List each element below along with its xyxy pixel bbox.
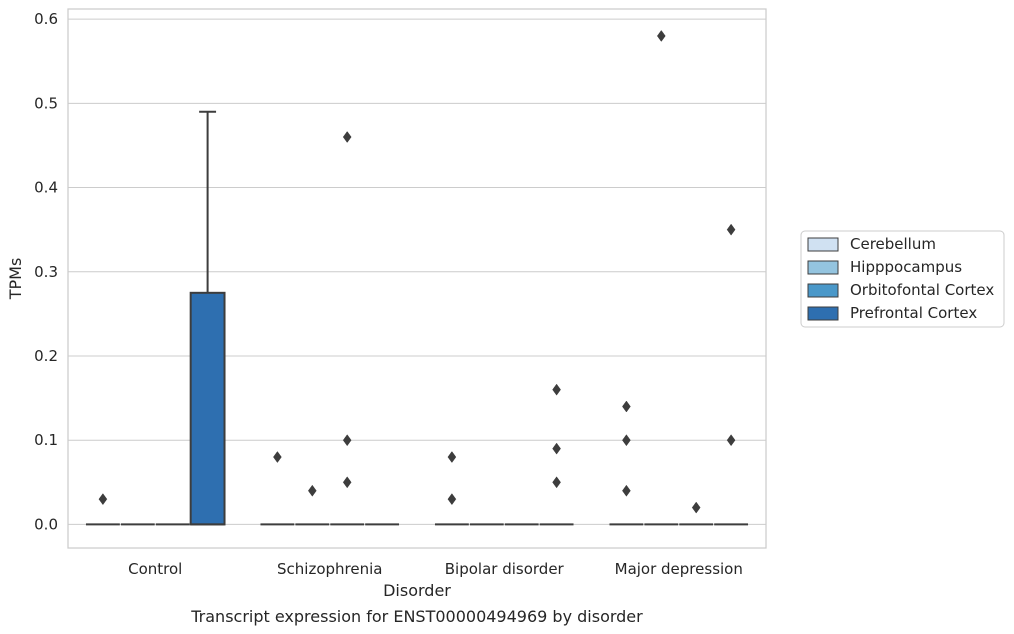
y-tick-label: 0.3 (34, 263, 58, 281)
outlier-point (342, 476, 352, 489)
legend-label: Cerebellum (850, 235, 936, 253)
legend-label: Hipppocampus (850, 258, 962, 276)
legend-label: Prefrontal Cortex (850, 304, 977, 322)
outlier-point (552, 476, 561, 489)
legend-frame (800, 230, 1005, 328)
x-tick-label: Bipolar disorder (445, 560, 565, 578)
y-tick-label: 0.1 (34, 431, 58, 449)
outlier-point (622, 400, 631, 413)
legend-item: Cerebellum (807, 235, 936, 253)
chart-caption: Transcript expression for ENST0000049496… (190, 607, 643, 626)
gridlines (68, 18, 766, 525)
box-body (189, 291, 226, 526)
legend-label: Orbitofontal Cortex (850, 281, 994, 299)
y-tick-label: 0.4 (34, 179, 58, 197)
outlier-point (273, 451, 282, 463)
legend-swatch (807, 283, 839, 298)
outlier-point (447, 451, 457, 463)
box-group (85, 110, 749, 526)
y-tick-label: 0.0 (34, 515, 58, 533)
outlier-point (342, 131, 352, 143)
legend-swatch (807, 260, 839, 275)
outlier-point (656, 30, 666, 42)
y-tick-label: 0.2 (34, 347, 58, 365)
outlier-point (726, 223, 736, 236)
outlier-point (622, 484, 631, 497)
y-axis-label: TPMs (6, 258, 25, 301)
x-axis-label: Disorder (383, 581, 451, 600)
outlier-point (447, 493, 457, 506)
box-prefrontal-cortex (189, 110, 226, 526)
outlier-point (691, 501, 701, 514)
outlier-point (552, 442, 561, 455)
y-axis-ticks: 0.0 0.1 0.2 0.3 0.4 0.5 0.6 (34, 10, 58, 533)
y-tick-label: 0.5 (34, 94, 58, 112)
y-tick-label: 0.6 (34, 10, 58, 28)
legend-item: Hipppocampus (807, 258, 962, 276)
legend-item: Prefrontal Cortex (807, 304, 977, 322)
outlier-point (726, 434, 736, 447)
outlier-point (622, 434, 631, 447)
outlier-point (98, 493, 108, 506)
outlier-point (342, 434, 352, 447)
outlier-point (307, 484, 317, 497)
outlier-point (552, 383, 561, 396)
plot-frame (67, 8, 767, 549)
legend-item: Orbitofontal Cortex (807, 281, 994, 299)
x-tick-label: Control (128, 560, 182, 578)
legend-swatch (807, 237, 839, 252)
x-axis-ticks: Control Schizophrenia Bipolar disorder Majo… (128, 560, 743, 578)
legend: Cerebellum Hipppocampus Orbitofontal Corte… (800, 230, 1005, 328)
legend-swatch (807, 306, 839, 321)
x-tick-label: Schizophrenia (277, 560, 382, 578)
outlier-group (98, 30, 736, 514)
x-tick-label: Major depression (615, 560, 743, 578)
